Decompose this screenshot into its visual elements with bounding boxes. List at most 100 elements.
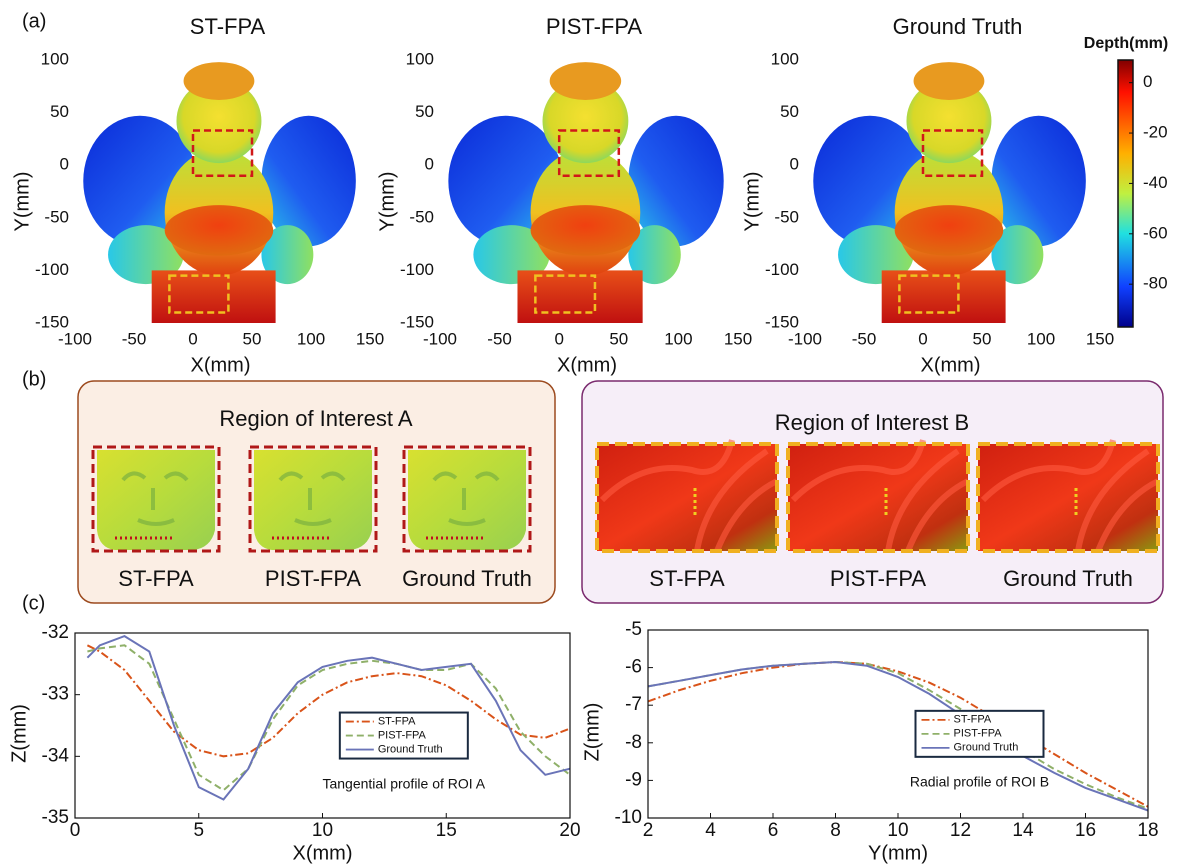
y-tick-label: -5 [625,619,642,640]
head [906,78,992,164]
relief-detail [790,439,970,553]
x-tick-label: 6 [768,820,779,841]
relief-detail [599,439,779,553]
arm [838,225,914,285]
series-line [647,660,1149,812]
x-tick-label: -50 [852,329,877,348]
x-tick-label: -100 [423,329,457,348]
relief-detail [980,439,1160,553]
legend-label: PIST-FPA [378,729,427,741]
hands [530,205,641,256]
x-tick-label: -100 [788,329,822,348]
roi-caption: Ground Truth [402,566,532,591]
y-axis-label: Y(mm) [741,172,763,232]
y-tick-label: 50 [780,102,799,121]
roi-caption: ST-FPA [118,566,194,591]
y-tick-label: 50 [50,102,69,121]
x-tick-label: 150 [724,329,752,348]
x-axis-label: X(mm) [293,842,353,864]
roi-thumbnail [978,444,1158,551]
series-line [647,660,1149,808]
roi-title: Region of Interest A [219,406,413,431]
roi-thumbnail [597,444,777,551]
series-line [647,660,1149,810]
arm [991,225,1044,285]
x-tick-label: 12 [950,820,971,841]
colorbar-tick-label: -80 [1143,274,1168,293]
y-tick-label: 0 [425,155,434,174]
x-tick-label: 8 [830,820,841,841]
x-tick-label: 50 [243,329,262,348]
x-axis-label: X(mm) [557,354,617,376]
hands [164,205,274,256]
roi-marker [921,129,984,177]
roi-frame [248,445,378,553]
y-tick-label: 100 [406,49,434,68]
arm [261,225,314,285]
legend-label: Ground Truth [378,743,443,755]
wing [261,115,356,247]
annotation: Radial profile of ROI B [910,774,1049,790]
x-axis-label: X(mm) [921,354,981,376]
x-tick-label: -50 [122,329,147,348]
colorbar-tick-label: -20 [1143,123,1168,142]
arm [473,225,550,285]
roi-marker [898,274,960,314]
x-tick-label: 4 [705,820,716,841]
legend-label: Ground Truth [954,742,1019,754]
series-line [86,634,571,801]
x-tick-label: -50 [487,329,512,348]
roi-thumbnail [408,450,526,550]
legend-label: ST-FPA [378,715,416,727]
face-detail [278,471,346,526]
y-tick-label: -100 [400,260,434,279]
legend-label: ST-FPA [954,714,992,726]
x-tick-label: 5 [193,820,204,841]
y-tick-label: -100 [35,260,69,279]
roi-marker [168,274,230,314]
face-detail [432,471,500,526]
y-tick-label: -32 [42,622,69,643]
head [176,78,262,164]
roi-frame [91,445,221,553]
colorbar [1117,59,1134,328]
colorbar-tick-label: 0 [1143,72,1152,91]
hair [183,62,255,100]
roi-marker [191,129,254,177]
y-tick-label: -8 [625,732,642,753]
y-tick-label: 100 [41,49,69,68]
x-tick-label: 100 [664,329,692,348]
y-tick-label: -10 [615,807,642,828]
roi-frame [786,442,970,553]
x-tick-label: 100 [297,329,325,348]
y-tick-label: -33 [42,684,69,705]
y-tick-label: -6 [625,657,642,678]
y-tick-label: 0 [790,155,799,174]
x-tick-label: 10 [887,820,908,841]
y-tick-label: -7 [625,694,642,715]
x-tick-label: 0 [188,329,197,348]
y-tick-label: -34 [42,745,70,766]
roi-caption: ST-FPA [649,566,725,591]
roi-title: Region of Interest B [775,410,969,435]
x-axis-label: Y(mm) [868,842,928,864]
roi-caption: Ground Truth [1003,566,1133,591]
x-tick-label: 50 [609,329,628,348]
x-tick-label: 150 [1086,329,1114,348]
roi-frame [976,442,1160,553]
x-tick-label: 100 [1027,329,1055,348]
hair [913,62,985,100]
base [881,270,1006,323]
chart-title: Ground Truth [893,14,1023,39]
roi-frame [595,442,779,553]
x-tick-label: 16 [1075,820,1096,841]
colorbar-tick-label: -40 [1143,173,1168,192]
x-tick-label: 18 [1137,820,1158,841]
x-tick-label: 0 [70,820,81,841]
wing [991,115,1086,247]
y-tick-label: -150 [400,312,434,331]
wing [628,115,724,247]
y-tick-label: 100 [771,49,799,68]
y-tick-label: -35 [42,807,69,828]
